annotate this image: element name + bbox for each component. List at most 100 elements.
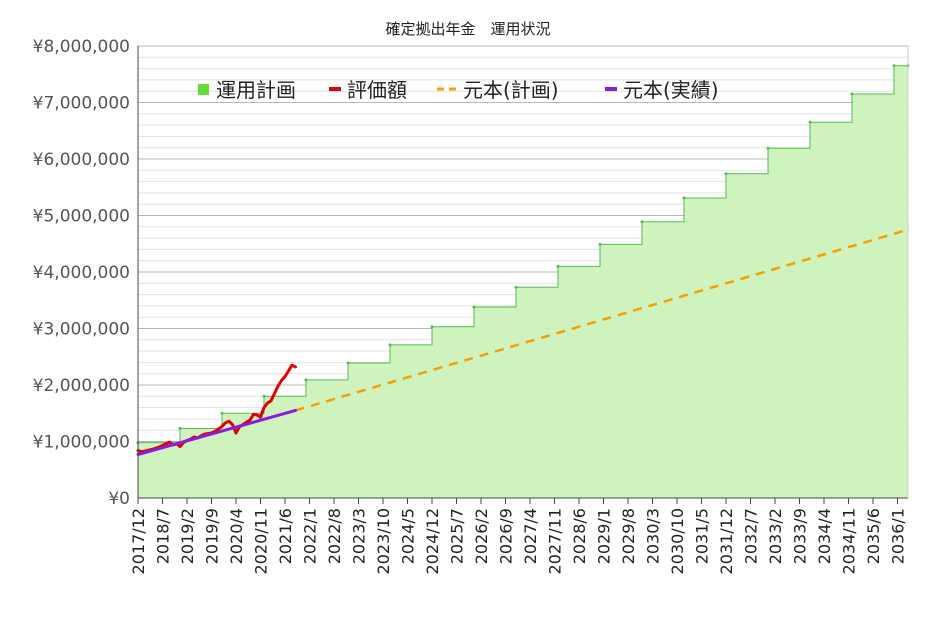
chart-title: 確定拠出年金 運用状況	[385, 20, 550, 38]
x-tick-label: 2031/5	[693, 508, 712, 564]
valuation-line-point	[270, 400, 272, 402]
x-tick-label: 2027/4	[521, 508, 540, 564]
plan-step-point	[220, 411, 224, 415]
valuation-line-point	[249, 419, 251, 421]
legend-label: 評価額	[347, 78, 407, 102]
plan-step-point	[724, 172, 728, 176]
y-tick-label: ¥7,000,000	[33, 94, 130, 114]
valuation-line-point	[277, 385, 279, 387]
x-tick-label: 2017/12	[129, 508, 148, 574]
x-tick-label: 2031/12	[717, 508, 736, 574]
y-tick-label: ¥6,000,000	[33, 150, 130, 170]
valuation-line-point	[228, 420, 230, 422]
line-layer	[136, 228, 909, 456]
valuation-line-point	[165, 442, 167, 445]
x-tick-label: 2034/11	[840, 508, 859, 574]
valuation-line-point	[231, 423, 234, 426]
x-tick-label: 2018/7	[154, 508, 173, 564]
principal-actual-line	[136, 408, 297, 456]
plan-step-point	[430, 325, 434, 329]
plan-step-point	[304, 378, 308, 382]
y-tick-labels: ¥0 ¥1,000,000 ¥2,000,000 ¥3,000,000 ¥4,000,0…	[33, 37, 130, 509]
x-tick-label: 2023/10	[374, 508, 393, 574]
x-tick-label: 2029/1	[595, 508, 614, 564]
valuation-line-point	[294, 366, 297, 368]
plan-step-point	[262, 394, 266, 398]
x-tick-label: 2035/6	[864, 508, 883, 564]
x-tick-label: 2022/8	[325, 508, 344, 564]
plan-step-point	[598, 242, 602, 246]
principal-actual-line-point	[294, 409, 297, 412]
x-tick-label: 2025/7	[448, 508, 467, 564]
x-tick-label: 2032/7	[742, 508, 761, 564]
x-tick-label: 2024/5	[399, 508, 418, 564]
x-tick-label: 2029/8	[619, 508, 638, 564]
plan-step-point	[514, 285, 518, 289]
plan-step-point	[556, 264, 560, 268]
plan-step-point	[766, 146, 770, 150]
legend-label: 元本(実績)	[623, 78, 719, 102]
valuation-line-point	[217, 428, 220, 430]
valuation-line-point	[256, 414, 258, 416]
valuation-line-point	[179, 445, 181, 448]
plan-step-point	[472, 305, 476, 309]
x-tick-label: 2033/2	[766, 508, 785, 564]
x-tick-label: 2030/10	[668, 508, 687, 574]
x-tick-label: 2019/9	[203, 508, 222, 564]
x-tick-labels: 2017/12 2018/7 2019/2 2019/9 2020/4 2020/11 20…	[129, 508, 908, 574]
x-tick-label: 2022/1	[301, 508, 320, 564]
y-tick-label: ¥5,000,000	[33, 207, 130, 227]
principal-plan-line	[295, 228, 909, 412]
valuation-line-point	[280, 379, 283, 382]
valuation-line-point	[168, 441, 171, 443]
valuation-line-point	[224, 422, 227, 424]
legend-plan-swatch	[198, 84, 209, 95]
x-tick-label: 2034/4	[815, 508, 834, 564]
plan-area-layer	[136, 64, 910, 499]
plan-step-point	[388, 343, 392, 347]
x-tick-label: 2036/1	[889, 508, 908, 564]
valuation-line-point	[252, 413, 255, 416]
y-tick-label: ¥1,000,000	[33, 433, 130, 453]
y-tick-label: ¥3,000,000	[33, 320, 130, 340]
y-tick-label: ¥2,000,000	[33, 376, 130, 396]
x-tick-label: 2023/3	[350, 508, 369, 564]
plan-step-point	[682, 196, 686, 200]
valuation-line-point	[284, 375, 286, 378]
valuation-line-point	[291, 364, 293, 367]
legend: 運用計画 評価額 元本(計画) 元本(実績)	[198, 78, 719, 102]
valuation-line-point	[221, 425, 223, 428]
valuation-line-point	[266, 402, 269, 404]
plan-step-point	[850, 92, 854, 96]
plan-step-point	[808, 120, 812, 124]
x-tick-label: 2020/11	[252, 508, 271, 574]
plan-step-point	[640, 220, 644, 224]
x-tick-label: 2030/3	[644, 508, 663, 564]
legend-label: 元本(計画)	[463, 78, 559, 102]
valuation-line-point	[161, 444, 164, 447]
x-tick-label: 2033/9	[791, 508, 810, 564]
x-tick-label: 2028/6	[570, 508, 589, 564]
x-tick-label: 2020/4	[227, 508, 246, 564]
y-tick-label: ¥0	[108, 489, 130, 509]
valuation-line-point	[287, 370, 290, 372]
valuation-line-point	[259, 416, 262, 419]
y-tick-label: ¥4,000,000	[33, 263, 130, 283]
y-tick-label: ¥8,000,000	[33, 37, 130, 57]
plan-area-fill	[138, 65, 908, 499]
axes	[137, 46, 909, 504]
x-tick-label: 2026/9	[497, 508, 516, 564]
x-tick-label: 2021/6	[276, 508, 295, 564]
valuation-line-point	[273, 392, 276, 395]
legend-label: 運用計画	[216, 78, 296, 102]
plan-step-point	[892, 64, 896, 68]
valuation-line-point	[263, 406, 265, 409]
plan-step-outline	[138, 65, 908, 444]
x-tick-label: 2024/12	[423, 508, 442, 574]
plan-step-point	[346, 361, 350, 365]
x-tick-label: 2019/2	[178, 508, 197, 564]
valuation-line-point	[235, 432, 237, 434]
x-tick-label: 2027/11	[546, 508, 565, 574]
valuation-line	[136, 363, 297, 454]
